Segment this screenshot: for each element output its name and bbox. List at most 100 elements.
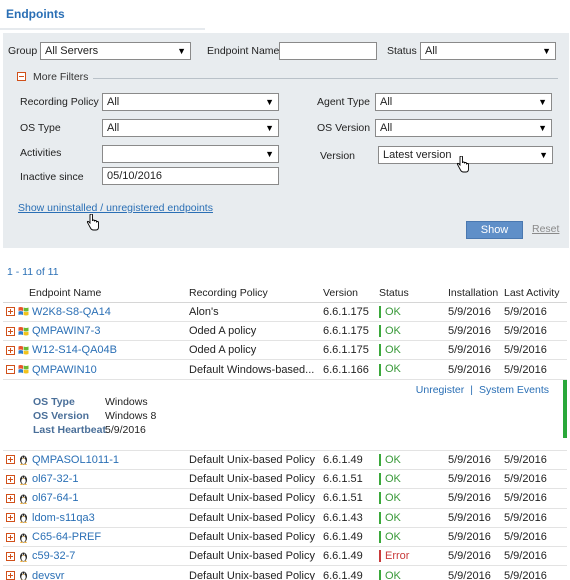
status-cell: Error [377, 546, 446, 567]
table-row[interactable]: ldom-s11qa3 Default Unix-based Policy 6.6.… [3, 508, 567, 528]
linux-penguin-icon [20, 455, 27, 466]
version-cell: 6.6.1.51 [321, 488, 377, 509]
endpoint-name-link[interactable]: ldom-s11qa3 [32, 511, 95, 524]
status-indicator [379, 550, 381, 563]
status-text: OK [385, 344, 401, 357]
endpoint-details-panel: Unregister | System Events OS Type Windows OS… [3, 379, 567, 450]
status-cell: OK [377, 321, 446, 342]
last-activity-cell: 5/9/2016 [502, 488, 567, 509]
endpoint-name-link[interactable]: W12-S14-QA04B [32, 344, 117, 357]
table-row[interactable]: W12-S14-QA04B Oded A policy 6.6.1.175 OK 5/9… [3, 340, 567, 361]
activities-label: Activities [20, 147, 62, 159]
endpoint-name-input[interactable] [279, 42, 377, 60]
os-type-select[interactable]: All ▼ [102, 119, 279, 137]
collapse-minus-icon[interactable] [6, 365, 15, 375]
installation-cell: 5/9/2016 [446, 546, 502, 567]
endpoint-name-link[interactable]: ol67-32-1 [32, 473, 79, 486]
endpoint-name-link[interactable]: c59-32-7 [32, 550, 76, 563]
table-row[interactable]: QMPAWIN10 Default Windows-based... 6.6.1.1… [3, 359, 567, 380]
last-activity-cell: 5/9/2016 [502, 450, 567, 470]
table-row[interactable]: ol67-64-1 Default Unix-based Policy 6.6.1.… [3, 488, 567, 509]
col-status[interactable]: Status [377, 284, 446, 303]
inactive-since-input[interactable]: 05/10/2016 [102, 167, 279, 185]
expand-plus-icon[interactable] [6, 345, 15, 355]
chevron-down-icon: ▼ [265, 97, 274, 107]
col-last-activity[interactable]: Last Activity [502, 284, 567, 303]
status-indicator [379, 569, 381, 580]
col-version[interactable]: Version [321, 284, 377, 303]
status-indicator [379, 363, 381, 376]
group-select[interactable]: All Servers ▼ [40, 42, 191, 60]
reset-link[interactable]: Reset [532, 223, 560, 235]
table-row[interactable]: W2K8-S8-QA14 Alon's 6.6.1.175 OK 5/9/2016 5/9… [3, 302, 567, 322]
windows-flag-icon [18, 365, 29, 374]
table-row[interactable]: c59-32-7 Default Unix-based Policy 6.6.1.4… [3, 546, 567, 567]
expand-plus-icon[interactable] [6, 571, 15, 580]
col-endpoint-name[interactable]: Endpoint Name [3, 284, 187, 303]
endpoint-name-link[interactable]: ol67-64-1 [32, 492, 79, 505]
installation-cell: 5/9/2016 [446, 565, 502, 580]
os-version-select[interactable]: All ▼ [375, 119, 552, 137]
activities-select[interactable]: ▼ [102, 145, 279, 163]
agent-type-label: Agent Type [317, 96, 370, 108]
show-uninstalled-link[interactable]: Show uninstalled / unregistered endpoint… [18, 202, 213, 214]
col-recording-policy[interactable]: Recording Policy [187, 284, 321, 303]
unregister-link[interactable]: Unregister [415, 383, 465, 396]
linux-penguin-icon [20, 533, 27, 543]
last-activity-cell: 5/9/2016 [502, 302, 567, 322]
expand-plus-icon[interactable] [6, 551, 15, 561]
last-activity-cell: 5/9/2016 [502, 359, 567, 380]
endpoint-name-link[interactable]: QMPAWIN7-3 [32, 324, 101, 337]
version-label: Version [320, 150, 356, 162]
expand-plus-icon[interactable] [6, 494, 15, 504]
expand-plus-icon[interactable] [6, 455, 15, 465]
table-header-row: Endpoint Name Recording Policy Version S… [3, 284, 567, 303]
version-cell: 6.6.1.175 [321, 321, 377, 342]
endpoints-table: Endpoint Name Recording Policy Version S… [3, 284, 567, 580]
table-row[interactable]: devsvr Default Unix-based Policy 6.6.1.49 O… [3, 565, 567, 580]
expand-plus-icon[interactable] [6, 532, 15, 542]
details-status-bar [563, 379, 567, 438]
os-version-label: OS Version [317, 122, 371, 134]
detail-last-heartbeat: Last Heartbeat5/9/2016 [33, 424, 146, 436]
os-type-label: OS Type [20, 122, 61, 134]
status-text: OK [385, 473, 401, 486]
col-installation[interactable]: Installation [446, 284, 502, 303]
expand-plus-icon[interactable] [6, 474, 15, 484]
version-cell: 6.6.1.49 [321, 450, 377, 470]
endpoint-name-link[interactable]: C65-64-PREF [32, 531, 102, 544]
chevron-down-icon: ▼ [538, 123, 547, 133]
status-select[interactable]: All ▼ [420, 42, 556, 60]
status-cell: OK [377, 527, 446, 548]
expand-plus-icon[interactable] [6, 513, 15, 523]
expand-plus-icon[interactable] [6, 307, 15, 317]
endpoint-name-link[interactable]: devsvr [32, 569, 65, 580]
status-text: Error [385, 550, 410, 563]
recording-policy-value: All [107, 96, 120, 108]
endpoint-name-link[interactable]: QMPAWIN10 [32, 363, 97, 376]
collapse-minus-icon [17, 72, 26, 81]
table-row[interactable]: QMPASOL1011-1 Default Unix-based Policy 6.… [3, 450, 567, 470]
windows-flag-icon [18, 345, 29, 355]
agent-type-select[interactable]: All ▼ [375, 93, 552, 111]
installation-cell: 5/9/2016 [446, 450, 502, 470]
chevron-down-icon: ▼ [539, 150, 548, 160]
table-row[interactable]: C65-64-PREF Default Unix-based Policy 6.6.… [3, 527, 567, 548]
endpoint-name-link[interactable]: QMPASOL1011-1 [32, 453, 120, 466]
show-button[interactable]: Show [466, 221, 523, 239]
recording-policy-cell: Default Unix-based Policy [187, 565, 321, 580]
system-events-link[interactable]: System Events [478, 383, 549, 396]
table-row[interactable]: QMPAWIN7-3 Oded A policy 6.6.1.175 OK 5/9/20… [3, 321, 567, 342]
linux-penguin-icon [20, 513, 27, 524]
table-row[interactable]: ol67-32-1 Default Unix-based Policy 6.6.1.… [3, 469, 567, 490]
recording-policy-cell: Default Unix-based Policy [187, 546, 321, 567]
os-type-value: All [107, 122, 120, 134]
status-indicator [379, 492, 381, 505]
hand-pointer-icon [456, 156, 469, 173]
expand-plus-icon[interactable] [6, 326, 15, 336]
status-cell: OK [377, 302, 446, 322]
detail-actions: Unregister | System Events [416, 384, 549, 396]
recording-policy-select[interactable]: All ▼ [102, 93, 279, 111]
version-cell: 6.6.1.49 [321, 527, 377, 548]
endpoint-name-link[interactable]: W2K8-S8-QA14 [32, 305, 111, 318]
